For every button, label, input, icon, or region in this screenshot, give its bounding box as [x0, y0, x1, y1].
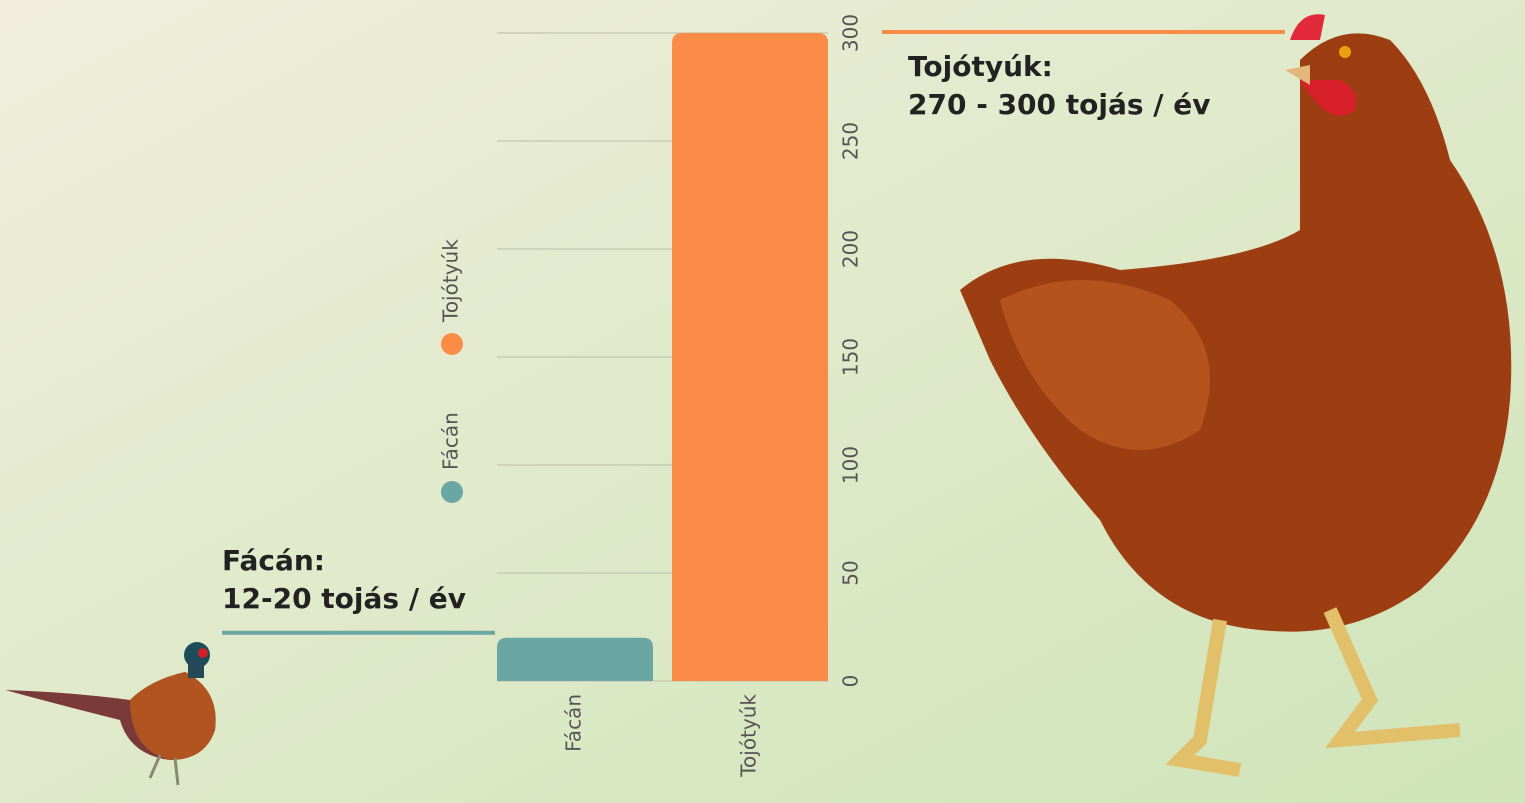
- bar: [672, 33, 828, 681]
- annotation-text: 12-20 tojás / év: [222, 582, 466, 615]
- annotation-text: 270 - 300 tojás / év: [908, 88, 1211, 121]
- y-tick-label: 200: [839, 230, 863, 268]
- annotation-text: Tojótyúk:: [908, 50, 1053, 83]
- y-tick-label: 50: [839, 560, 863, 585]
- legend-swatch: [441, 481, 463, 503]
- bar: [497, 637, 653, 681]
- legend-label: Fácán: [439, 412, 463, 470]
- legend-swatch: [441, 333, 463, 355]
- y-tick-label: 100: [839, 446, 863, 484]
- y-tick-label: 0: [839, 675, 863, 688]
- x-tick-label: Tojótyúk: [737, 694, 761, 778]
- annotation-text: Fácán:: [222, 544, 325, 577]
- legend-label: Tojótyúk: [439, 239, 463, 323]
- x-tick-label: Fácán: [562, 694, 586, 752]
- hen-illustration: [960, 14, 1512, 777]
- y-tick-label: 300: [839, 14, 863, 52]
- y-tick-label: 250: [839, 122, 863, 160]
- y-tick-label: 150: [839, 338, 863, 376]
- pheasant-illustration: [5, 642, 216, 786]
